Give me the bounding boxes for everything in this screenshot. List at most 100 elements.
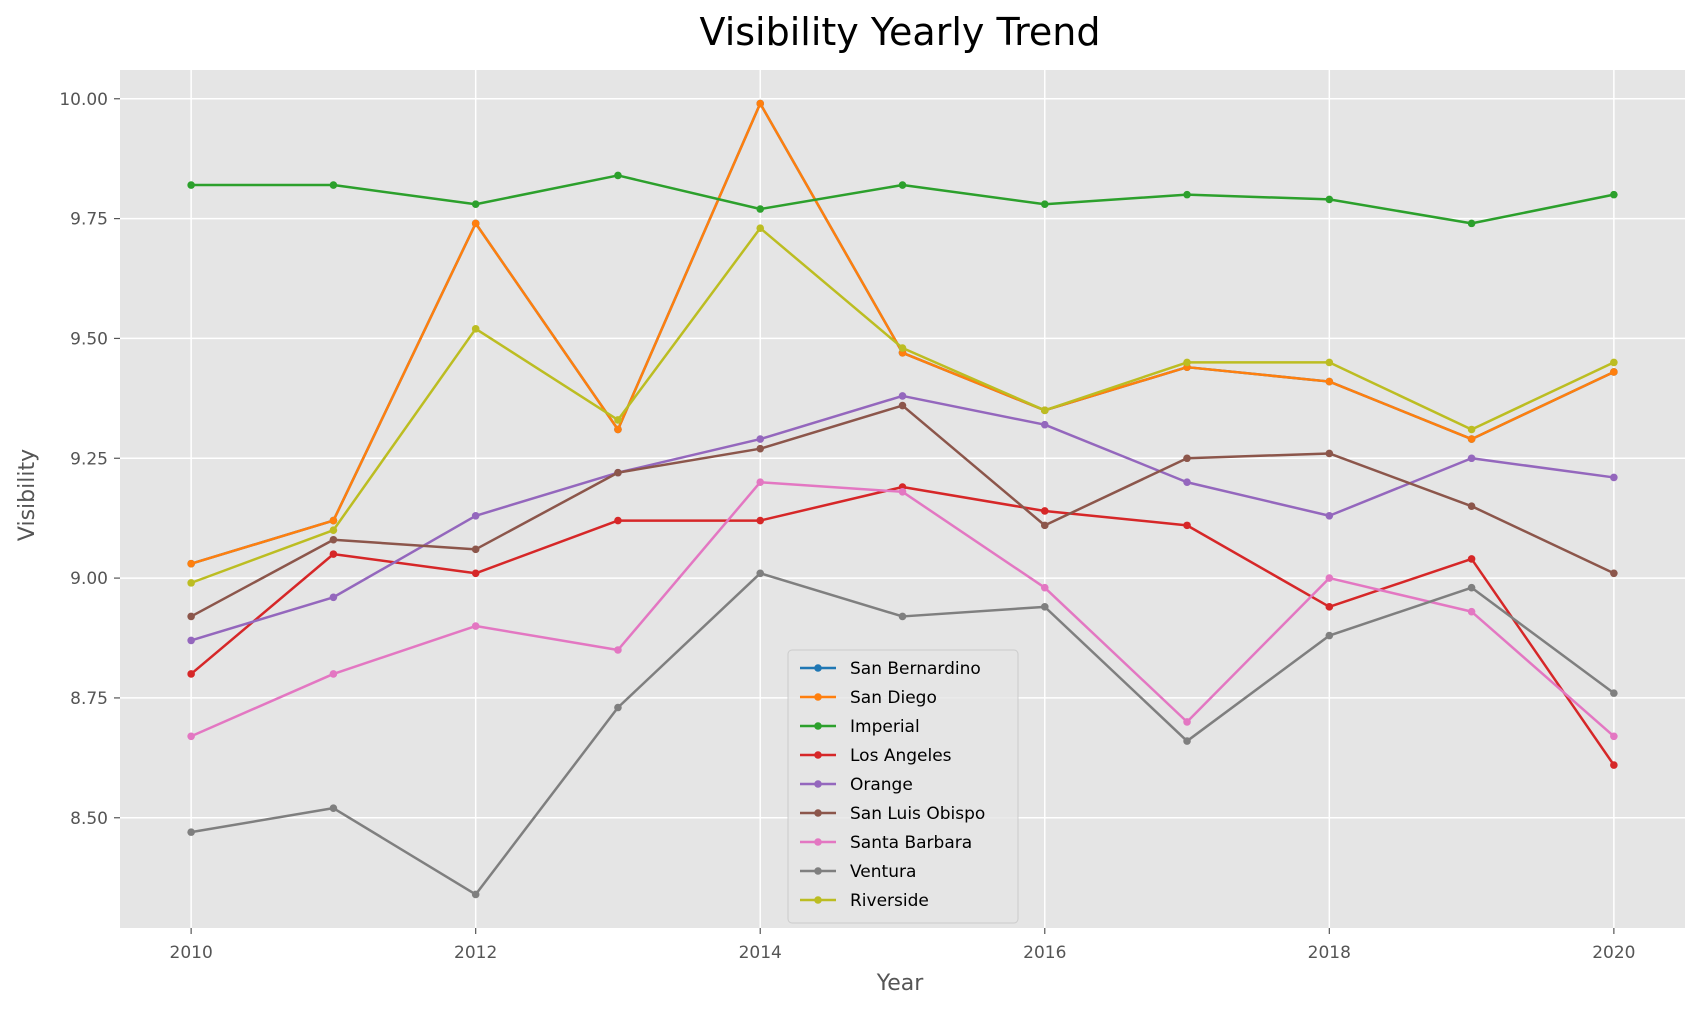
legend-marker bbox=[814, 867, 822, 875]
data-point bbox=[1183, 478, 1191, 487]
data-point bbox=[1467, 583, 1476, 592]
data-point bbox=[187, 612, 195, 621]
data-point bbox=[1040, 406, 1049, 415]
legend-marker bbox=[814, 693, 822, 701]
data-point bbox=[1325, 574, 1334, 582]
data-point bbox=[471, 890, 480, 899]
data-point bbox=[471, 569, 480, 578]
x-tick-label: 2014 bbox=[739, 943, 782, 963]
legend-label: Los Angeles bbox=[850, 746, 952, 766]
series-santa-barbara bbox=[187, 478, 1618, 741]
data-point bbox=[471, 545, 480, 554]
legend-item: Santa Barbara bbox=[800, 833, 972, 853]
data-point bbox=[1325, 377, 1334, 386]
y-tick-label: 8.75 bbox=[70, 689, 108, 709]
data-point bbox=[329, 181, 338, 189]
series-imperial bbox=[187, 171, 1618, 228]
legend-box bbox=[787, 649, 1019, 924]
legend-item: Orange bbox=[800, 775, 913, 795]
data-point bbox=[898, 181, 907, 189]
data-point bbox=[1325, 195, 1334, 204]
data-point bbox=[1610, 473, 1618, 482]
data-point bbox=[187, 828, 195, 836]
data-point bbox=[756, 516, 765, 525]
x-tick-label: 2010 bbox=[170, 943, 213, 963]
data-point bbox=[614, 516, 622, 525]
legend-marker bbox=[814, 664, 822, 672]
data-point bbox=[1467, 425, 1476, 434]
data-point bbox=[471, 200, 480, 209]
data-point bbox=[1610, 689, 1618, 697]
legend-marker bbox=[814, 722, 822, 730]
legend-item: San Bernardino bbox=[800, 659, 981, 679]
legend-label: San Luis Obispo bbox=[850, 804, 985, 824]
data-point bbox=[614, 468, 622, 477]
legend-label: San Bernardino bbox=[850, 659, 981, 679]
data-point bbox=[1610, 190, 1618, 199]
data-point bbox=[187, 670, 195, 678]
axis-ticks: 2010 2012 2014 2016 2018 2020 8.50 8.75 9.00 9.25… bbox=[59, 90, 1635, 963]
legend-marker bbox=[814, 751, 822, 759]
x-tick-label: 2020 bbox=[1592, 943, 1635, 963]
data-point bbox=[898, 488, 907, 496]
data-point bbox=[329, 593, 338, 602]
legend-item: Ventura bbox=[800, 862, 916, 882]
data-point bbox=[329, 526, 338, 534]
data-point bbox=[471, 219, 480, 228]
data-point bbox=[329, 550, 338, 558]
data-point bbox=[1325, 631, 1334, 640]
data-point bbox=[471, 325, 480, 333]
data-point bbox=[1610, 569, 1618, 578]
data-point bbox=[898, 344, 907, 352]
data-point bbox=[614, 171, 622, 180]
data-point bbox=[1183, 358, 1191, 367]
data-point bbox=[329, 670, 338, 678]
series-san-luis-obispo bbox=[187, 401, 1618, 621]
data-point bbox=[187, 636, 195, 645]
data-point bbox=[1325, 358, 1334, 367]
legend-marker bbox=[814, 809, 822, 817]
data-point bbox=[187, 579, 195, 587]
y-axis-label: Visibility bbox=[15, 449, 40, 541]
legend-item: San Diego bbox=[800, 688, 937, 708]
data-point bbox=[756, 205, 765, 213]
legend: San Bernardino San Diego Imperial Los Angel… bbox=[787, 649, 1019, 924]
chart-title: Visibility Yearly Trend bbox=[700, 10, 1101, 54]
legend-label: Orange bbox=[850, 775, 913, 795]
data-point bbox=[187, 559, 195, 568]
data-point bbox=[1183, 718, 1191, 726]
legend-label: Ventura bbox=[850, 862, 916, 882]
legend-item: Imperial bbox=[800, 717, 920, 737]
data-point bbox=[1040, 583, 1049, 592]
data-point bbox=[756, 435, 765, 443]
legend-label: San Diego bbox=[850, 688, 937, 708]
data-point bbox=[614, 425, 622, 434]
data-point bbox=[1610, 732, 1618, 741]
data-point bbox=[1183, 190, 1191, 199]
data-point bbox=[1040, 603, 1049, 611]
legend-label: Imperial bbox=[850, 717, 920, 737]
data-point bbox=[1325, 603, 1334, 611]
legend-label: Santa Barbara bbox=[850, 833, 972, 853]
y-tick-label: 9.00 bbox=[70, 569, 108, 589]
data-point bbox=[1040, 420, 1049, 429]
x-tick-label: 2016 bbox=[1023, 943, 1066, 963]
data-point bbox=[1610, 368, 1618, 376]
data-point bbox=[1183, 454, 1191, 463]
legend-item: Riverside bbox=[800, 891, 929, 911]
data-point bbox=[756, 569, 765, 578]
legend-marker bbox=[814, 780, 822, 788]
x-tick-label: 2012 bbox=[454, 943, 497, 963]
data-point bbox=[471, 511, 480, 520]
legend-marker bbox=[814, 838, 822, 846]
series-orange bbox=[187, 392, 1618, 645]
data-point bbox=[1183, 521, 1191, 530]
x-axis-label: Year bbox=[876, 971, 925, 996]
data-point bbox=[1467, 454, 1476, 463]
data-point bbox=[898, 401, 907, 410]
legend-item: Los Angeles bbox=[800, 746, 952, 766]
data-point bbox=[1040, 507, 1049, 515]
data-point bbox=[187, 181, 195, 189]
